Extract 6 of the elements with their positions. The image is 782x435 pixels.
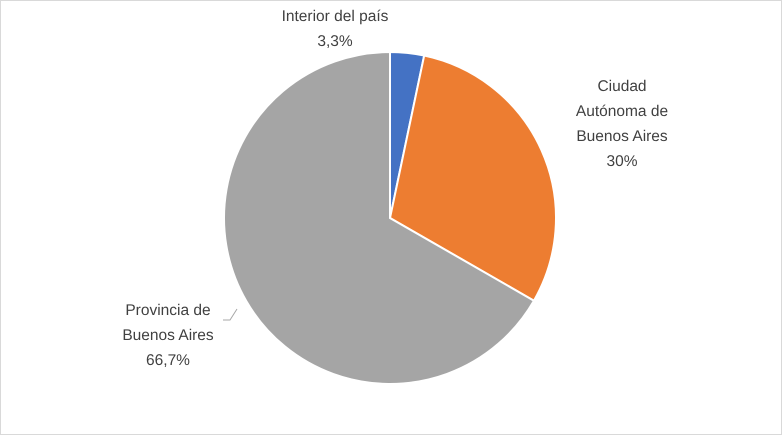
slice-label: Provincia de Buenos Aires (122, 302, 214, 344)
data-label: 3,3% (317, 33, 353, 50)
data-label: 30% (606, 153, 638, 170)
data-label: 66,7% (146, 352, 190, 369)
slice-label: Interior del país (282, 8, 389, 25)
slice-label: Ciudad Autónoma de Buenos Aires (576, 78, 668, 145)
